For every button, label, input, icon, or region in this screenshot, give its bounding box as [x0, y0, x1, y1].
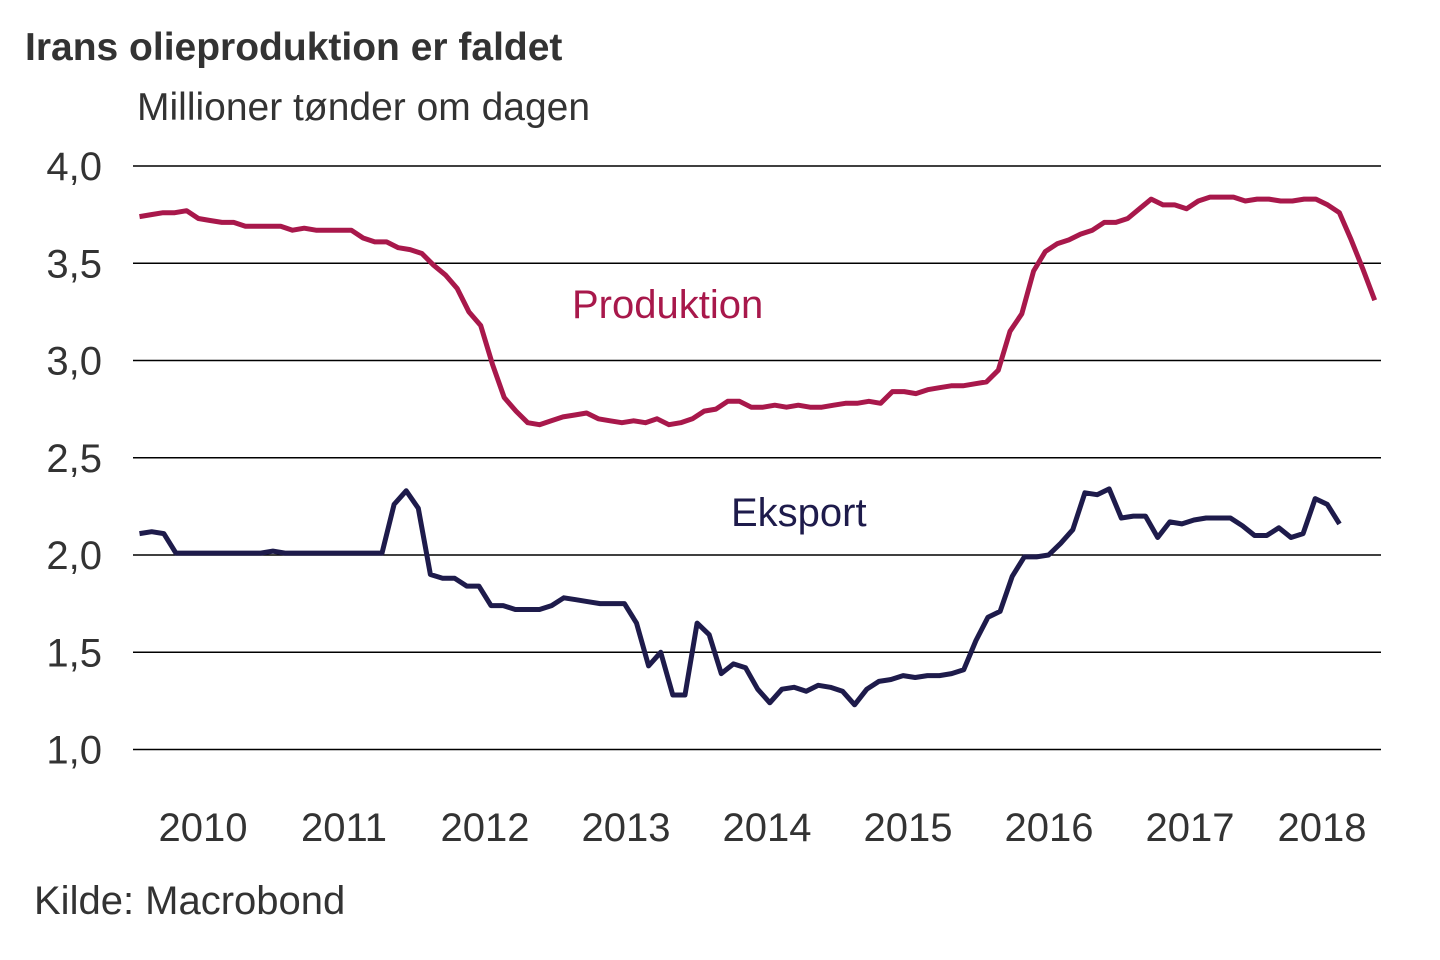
x-tick-label: 2012 [441, 806, 530, 850]
y-tick-label: 3,0 [46, 340, 102, 384]
x-tick-label: 2016 [1005, 806, 1094, 850]
y-axis-ticks: 4,0 3,5 3,0 2,5 2,0 1,5 1,0 [46, 145, 102, 773]
series-line-eksport [139, 486, 1342, 708]
y-tick-label: 1,0 [46, 729, 102, 773]
gridlines [133, 165, 1381, 751]
y-tick-label: 4,0 [46, 145, 102, 189]
x-axis-ticks: 2010 2011 2012 2013 2014 2015 2016 2017 2018 [159, 806, 1367, 850]
chart-subtitle: Millioner tønder om dagen [137, 86, 591, 129]
chart-title: Irans olieproduktion er faldet [25, 26, 563, 69]
x-tick-label: 2010 [159, 806, 248, 850]
x-tick-label: 2017 [1146, 806, 1235, 850]
x-tick-label: 2014 [723, 806, 812, 850]
series-label-eksport: Eksport [731, 491, 867, 535]
y-tick-label: 2,0 [46, 534, 102, 578]
series-line-produktion [139, 194, 1378, 428]
x-tick-label: 2018 [1278, 806, 1367, 850]
x-tick-label: 2013 [582, 806, 671, 850]
y-tick-label: 1,5 [46, 631, 102, 675]
x-tick-label: 2011 [301, 806, 387, 850]
series-label-produktion: Produktion [572, 283, 763, 327]
source-note: Kilde: Macrobond [34, 879, 346, 923]
series-lines [139, 194, 1378, 708]
x-tick-label: 2015 [864, 806, 953, 850]
y-tick-label: 2,5 [46, 437, 102, 481]
y-tick-label: 3,5 [46, 242, 102, 286]
